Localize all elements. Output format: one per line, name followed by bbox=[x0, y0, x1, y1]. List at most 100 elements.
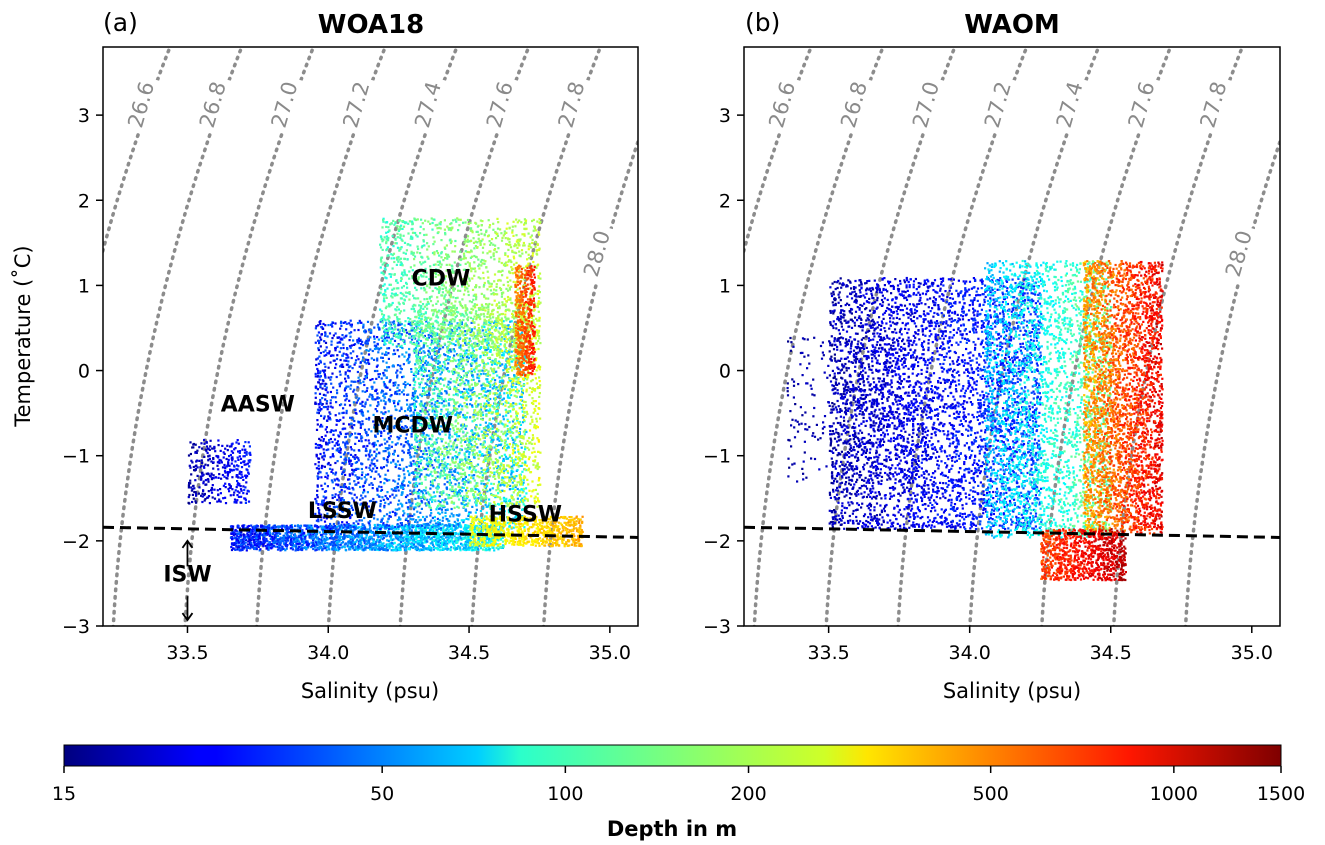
data-point-a bbox=[382, 360, 384, 362]
data-point-a bbox=[374, 478, 376, 480]
data-point-a bbox=[297, 549, 299, 551]
data-point-a bbox=[315, 325, 317, 327]
data-point-a bbox=[377, 343, 379, 345]
data-point-a bbox=[469, 416, 471, 418]
data-point-a bbox=[391, 542, 393, 544]
data-point-a bbox=[337, 448, 339, 450]
data-point-a bbox=[498, 481, 500, 483]
data-point-a bbox=[365, 474, 367, 476]
data-point-a bbox=[245, 502, 247, 504]
data-point-a bbox=[324, 377, 326, 379]
data-point-a bbox=[368, 329, 370, 331]
data-point-a bbox=[388, 410, 390, 412]
data-point-a bbox=[432, 539, 434, 541]
data-point-a bbox=[445, 541, 447, 543]
data-point-a bbox=[366, 373, 368, 375]
data-point-a bbox=[188, 454, 190, 456]
data-point-a bbox=[308, 525, 310, 527]
data-point-a bbox=[236, 499, 238, 501]
data-point-a bbox=[213, 461, 215, 463]
data-point-a bbox=[356, 355, 358, 357]
data-point-a bbox=[374, 345, 376, 347]
data-point-a bbox=[393, 538, 395, 540]
data-point-a bbox=[405, 518, 407, 520]
data-point-a bbox=[405, 441, 407, 443]
data-point-a bbox=[357, 358, 359, 360]
data-point-a bbox=[348, 457, 350, 459]
data-point-a bbox=[525, 492, 527, 494]
data-point-a bbox=[197, 466, 199, 468]
data-point-a bbox=[429, 488, 431, 490]
data-point-a bbox=[507, 438, 509, 440]
data-point-a bbox=[335, 429, 337, 431]
data-point-a bbox=[256, 534, 258, 536]
data-point-a bbox=[303, 547, 305, 549]
data-point-a bbox=[290, 538, 292, 540]
data-point-a bbox=[322, 370, 324, 372]
data-point-a bbox=[452, 541, 454, 543]
data-point-a bbox=[350, 542, 352, 544]
data-point-a bbox=[347, 356, 349, 358]
data-point-a bbox=[371, 536, 373, 538]
data-point-a bbox=[316, 467, 318, 469]
data-point-a bbox=[242, 526, 244, 528]
data-point-a bbox=[286, 545, 288, 547]
data-point-a bbox=[351, 536, 353, 538]
data-point-a bbox=[401, 450, 403, 452]
data-point-a bbox=[323, 363, 325, 365]
data-point-a bbox=[386, 362, 388, 364]
data-point-a bbox=[231, 476, 233, 478]
data-point-a bbox=[464, 530, 466, 532]
data-point-a bbox=[360, 424, 362, 426]
data-point-a bbox=[200, 476, 202, 478]
data-point-a bbox=[268, 544, 270, 546]
data-point-a bbox=[442, 517, 444, 519]
data-point-a bbox=[330, 391, 332, 393]
data-point-a bbox=[485, 422, 487, 424]
data-point-a bbox=[408, 362, 410, 364]
data-point-a bbox=[212, 484, 214, 486]
data-point-a bbox=[189, 465, 191, 467]
data-point-a bbox=[231, 463, 233, 465]
data-point-a bbox=[458, 405, 460, 407]
data-point-a bbox=[349, 483, 351, 485]
data-point-a bbox=[499, 457, 501, 459]
data-point-a bbox=[246, 533, 248, 535]
data-point-a bbox=[285, 532, 287, 534]
data-point-a bbox=[396, 387, 398, 389]
data-point-a bbox=[203, 467, 205, 469]
data-point-a bbox=[358, 440, 360, 442]
data-point-a bbox=[301, 548, 303, 550]
data-point-a bbox=[412, 547, 414, 549]
data-point-a bbox=[379, 539, 381, 541]
data-point-a bbox=[359, 347, 361, 349]
data-point-a bbox=[351, 545, 353, 547]
data-point-a bbox=[425, 548, 427, 550]
data-point-a bbox=[322, 380, 324, 382]
data-point-a bbox=[380, 521, 382, 523]
data-point-a bbox=[407, 542, 409, 544]
data-point-a bbox=[318, 468, 320, 470]
data-point-a bbox=[188, 502, 190, 504]
data-point-a bbox=[344, 388, 346, 390]
data-point-a bbox=[467, 530, 469, 532]
data-point-a bbox=[343, 337, 345, 339]
data-point-a bbox=[327, 485, 329, 487]
data-point-a bbox=[211, 492, 213, 494]
data-point-a bbox=[396, 376, 398, 378]
data-point-a bbox=[369, 456, 371, 458]
data-point-a bbox=[412, 460, 414, 462]
data-point-a bbox=[454, 470, 456, 472]
data-point-a bbox=[342, 344, 344, 346]
data-point-a bbox=[406, 404, 408, 406]
data-point-a bbox=[362, 324, 364, 326]
data-point-a bbox=[438, 456, 440, 458]
data-point-a bbox=[521, 447, 523, 449]
data-point-a bbox=[239, 471, 241, 473]
data-point-a bbox=[474, 360, 476, 362]
data-point-a bbox=[223, 476, 225, 478]
data-point-a bbox=[430, 509, 432, 511]
data-point-a bbox=[205, 479, 207, 481]
data-point-a bbox=[444, 483, 446, 485]
data-point-a bbox=[317, 357, 319, 359]
